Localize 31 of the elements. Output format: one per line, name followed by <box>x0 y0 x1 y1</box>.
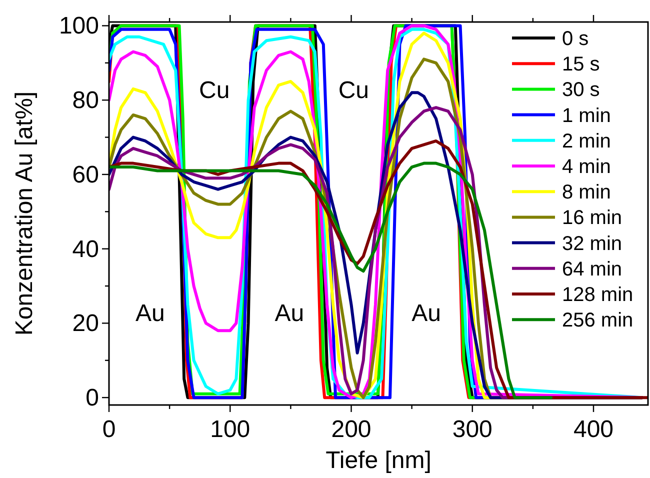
annotation: Cu <box>338 76 370 104</box>
legend-label: 8 min <box>562 182 611 204</box>
legend-label: 0 s <box>562 28 589 50</box>
annotation: Cu <box>199 76 230 104</box>
y-tick-label: 0 <box>86 384 99 412</box>
x-axis-title: Tiefe [nm] <box>326 447 432 474</box>
x-tick-label: 0 <box>102 416 116 443</box>
y-tick-label: 60 <box>72 161 99 188</box>
x-tick-label: 300 <box>452 416 492 443</box>
annotation: Au <box>136 300 165 328</box>
x-tick-label: 100 <box>210 416 250 443</box>
legend-label: 128 min <box>562 284 634 306</box>
x-tick-label: 200 <box>331 416 372 443</box>
line-series <box>109 162 553 400</box>
x-tick-label: 400 <box>573 416 614 443</box>
y-tick-label: 100 <box>58 12 99 40</box>
legend-label: 2 min <box>562 130 611 152</box>
legend-label: 256 min <box>562 310 634 332</box>
legend-label: 64 min <box>562 258 622 280</box>
legend-label: 4 min <box>562 156 611 178</box>
legend-label: 32 min <box>562 232 622 255</box>
legend-label: 15 s <box>562 54 600 76</box>
y-tick-label: 40 <box>72 236 99 263</box>
y-axis-title: Konzentration Au [at%] <box>11 91 38 336</box>
y-tick-label: 20 <box>72 310 99 338</box>
legend-label: 1 min <box>562 104 611 127</box>
legend-label: 16 min <box>562 207 622 230</box>
annotation: Au <box>412 300 442 328</box>
y-tick-label: 80 <box>72 87 99 114</box>
legend-label: 30 s <box>562 79 600 102</box>
annotation: Au <box>274 300 304 328</box>
